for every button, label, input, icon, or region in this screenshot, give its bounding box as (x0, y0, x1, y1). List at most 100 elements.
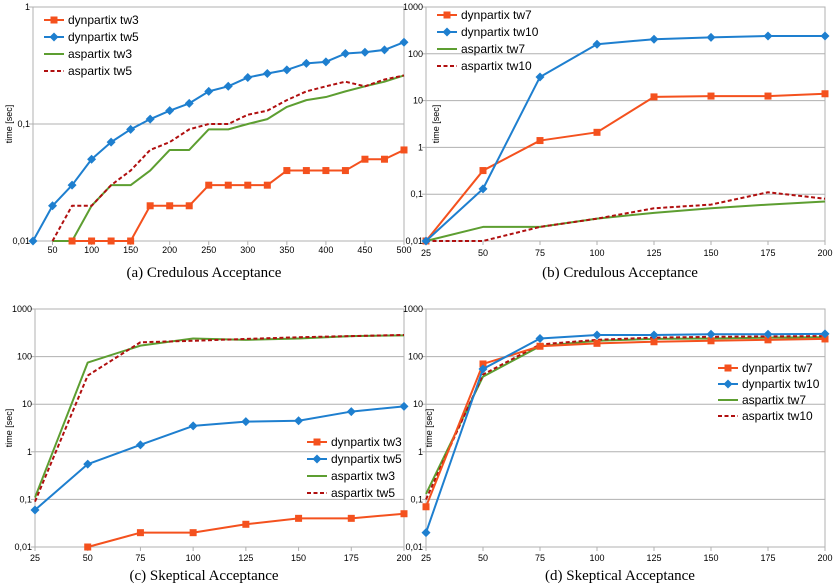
series-aspartix-tw7 (425, 200, 826, 242)
data-point (422, 503, 430, 511)
legend-swatch-marker (50, 16, 58, 24)
data-point (263, 181, 271, 189)
series-line (425, 200, 826, 242)
legend-entry-label: aspartix tw5 (331, 486, 395, 500)
data-point (262, 69, 272, 79)
series-dynpartix-tw3 (84, 510, 408, 551)
data-point (301, 58, 311, 68)
y-tick-label: 1000 (12, 304, 32, 314)
y-tick-label: 1 (25, 2, 30, 12)
x-tick-label: 150 (703, 553, 718, 563)
data-point (379, 45, 389, 55)
chart-caption: (d) Skeptical Acceptance (545, 568, 695, 584)
data-point (764, 336, 772, 344)
series-line (425, 35, 825, 242)
data-point (649, 34, 659, 44)
x-tick-label: 100 (84, 245, 99, 255)
legend-entry-label: aspartix tw7 (461, 42, 525, 56)
x-tick-label: 175 (344, 553, 359, 563)
y-tick-label: 0,1 (410, 189, 423, 199)
data-point (821, 335, 829, 343)
legend-swatch-marker (313, 438, 321, 446)
series-aspartix-tw7 (425, 336, 826, 495)
data-point (48, 201, 58, 211)
series-line (32, 41, 405, 242)
x-tick-label: 125 (646, 248, 661, 258)
data-point (421, 528, 431, 538)
data-point (136, 529, 144, 537)
data-point (166, 202, 174, 210)
data-point (706, 329, 716, 339)
x-tick-label: 100 (186, 553, 201, 563)
series-line (34, 334, 405, 498)
x-tick-label: 200 (817, 553, 832, 563)
legend-entry-label: aspartix tw5 (68, 64, 132, 78)
data-point (84, 543, 92, 551)
data-point (189, 529, 197, 537)
data-point (535, 334, 545, 344)
y-tick-label: 10 (413, 399, 423, 409)
data-point (400, 146, 408, 154)
data-point (243, 72, 253, 82)
data-point (478, 184, 488, 194)
series-aspartix-tw3 (52, 74, 405, 242)
legend-entry-label: aspartix tw3 (68, 47, 132, 61)
data-point (536, 342, 544, 350)
x-tick-label: 200 (162, 245, 177, 255)
y-axis-label: time [sec] (424, 409, 434, 448)
data-point (68, 237, 76, 245)
data-point (479, 167, 487, 175)
y-tick-label: 1 (27, 447, 32, 457)
legend: dynpartix tw7 dynpartix tw10 aspartix tw7 a… (718, 361, 820, 423)
x-tick-label: 25 (421, 248, 431, 258)
y-tick-label: 1000 (403, 2, 423, 12)
data-point (347, 514, 355, 522)
data-point (244, 181, 252, 189)
data-point (242, 520, 250, 528)
data-point (593, 339, 601, 347)
x-tick-label: 150 (291, 553, 306, 563)
data-point (536, 137, 544, 145)
legend: dynpartix tw3 dynpartix tw5 aspartix tw3 as… (44, 13, 139, 78)
x-tick-label: 300 (240, 245, 255, 255)
data-point (707, 92, 715, 100)
series-aspartix-tw10 (425, 335, 826, 500)
data-point (535, 72, 545, 82)
series-line (425, 335, 826, 500)
data-point (593, 128, 601, 136)
data-point (165, 106, 175, 116)
data-point (360, 47, 370, 57)
chart-4: 0,01 0,1 1 10 100 1000 25 50 75 100 125 150 175 200 ti… (403, 304, 833, 584)
x-tick-label: 50 (478, 553, 488, 563)
x-tick-label: 200 (817, 248, 832, 258)
legend-entry-label: aspartix tw10 (461, 59, 532, 73)
legend-entry-label: dynpartix tw3 (331, 435, 402, 449)
data-point (649, 330, 659, 340)
data-point (295, 514, 303, 522)
y-axis-label: time [sec] (4, 409, 14, 448)
legend-entry-label: dynpartix tw5 (331, 452, 402, 466)
data-point (820, 329, 830, 339)
data-point (107, 237, 115, 245)
y-tick-label: 0,01 (405, 236, 423, 246)
data-point (821, 90, 829, 98)
data-point (88, 237, 96, 245)
x-tick-label: 100 (589, 248, 604, 258)
chart-caption: (b) Credulous Acceptance (542, 265, 698, 281)
y-tick-label: 0,1 (410, 494, 423, 504)
data-point (341, 167, 349, 175)
data-point (188, 421, 198, 431)
data-point (67, 180, 77, 190)
x-tick-label: 125 (646, 553, 661, 563)
series-aspartix-tw3 (34, 334, 405, 498)
y-tick-label: 100 (17, 352, 32, 362)
data-point (28, 236, 38, 246)
x-tick-label: 350 (279, 245, 294, 255)
legend-swatch-marker (724, 364, 732, 372)
series-line (425, 92, 826, 242)
data-point (346, 407, 356, 417)
data-point (400, 510, 408, 518)
y-tick-label: 0,01 (14, 542, 32, 552)
series-dynpartix-tw7 (422, 90, 829, 245)
